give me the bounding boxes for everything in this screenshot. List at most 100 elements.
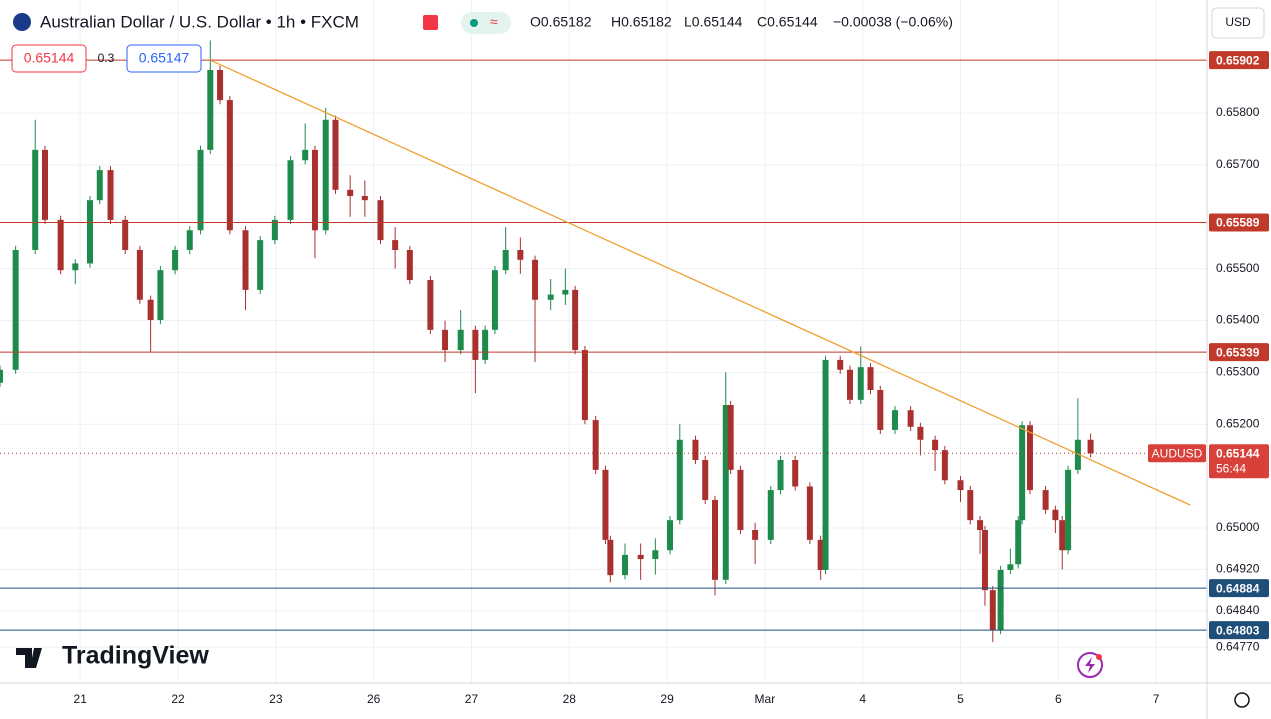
candle-body (562, 289, 569, 295)
y-tick-label: 0.65800 (1216, 105, 1260, 119)
candle-body (532, 259, 539, 300)
countdown: 56:44 (1216, 461, 1246, 475)
wave-icon: ≈ (490, 14, 498, 30)
x-tick-label: 27 (465, 692, 479, 706)
candle-body (57, 219, 64, 271)
candle-body (637, 554, 644, 560)
candle-body (217, 70, 224, 101)
candle-body (491, 270, 498, 330)
candle-body (652, 550, 659, 560)
x-tick-label: 4 (859, 692, 866, 706)
settings-button[interactable] (1234, 692, 1250, 708)
candle-body (1015, 520, 1022, 565)
candle-body (226, 100, 233, 231)
candle-body (817, 539, 824, 570)
candle-body (602, 469, 609, 540)
buy-box[interactable] (126, 44, 202, 73)
candle-body (1026, 425, 1033, 491)
level-label: 0.64803 (1216, 623, 1260, 637)
ohlc-open: O0.65182 (530, 14, 592, 30)
y-tick-label: 0.64770 (1216, 639, 1260, 653)
candle-body (581, 350, 588, 421)
x-tick-label: 22 (171, 692, 185, 706)
candle-body (547, 294, 554, 300)
candle-body (857, 367, 864, 400)
candle-body (157, 270, 164, 320)
candle-body (32, 149, 39, 250)
candle-body (1019, 425, 1026, 521)
x-tick-label: 5 (957, 692, 964, 706)
trendline (210, 59, 1191, 506)
sell-price: 0.65144 (24, 50, 75, 66)
candle-body (1007, 564, 1014, 570)
candle-body (1059, 520, 1066, 551)
candle-body (877, 389, 884, 430)
candle-body (676, 439, 683, 521)
x-tick-label: 26 (367, 692, 381, 706)
candle-body (311, 149, 318, 231)
currency: USD (1225, 15, 1251, 29)
ohlc-high: H0.65182 (611, 14, 672, 30)
ohlc-close: C0.65144 (757, 14, 818, 30)
logo-mark (16, 648, 42, 668)
candle-body (1042, 490, 1049, 510)
level-label: 0.65589 (1216, 216, 1260, 230)
level-badge (1209, 213, 1269, 232)
alert-dot (1096, 654, 1102, 660)
level-badge (1209, 621, 1269, 640)
symbol-badge (1148, 444, 1206, 463)
market-icon[interactable] (423, 15, 438, 30)
level-badge (1209, 343, 1269, 362)
candle-body (1065, 469, 1072, 551)
buy-price: 0.65147 (139, 50, 190, 66)
sell-box[interactable] (11, 44, 87, 73)
candle-body (727, 405, 734, 470)
candle-body (517, 249, 524, 260)
indicator-pill[interactable] (461, 12, 511, 34)
candle-body (472, 329, 479, 360)
candle-body (752, 530, 759, 540)
candle-body (932, 439, 939, 451)
candle-body (72, 263, 79, 271)
candle-body (1087, 439, 1094, 454)
candle-body (777, 460, 784, 491)
ohlc-low: L0.65144 (684, 14, 743, 30)
x-tick-label: 7 (1153, 692, 1160, 706)
candle-body (622, 554, 629, 576)
candle-body (257, 240, 264, 290)
price-badge (1209, 444, 1269, 479)
x-tick-label: 23 (269, 692, 283, 706)
candle-body (792, 460, 799, 487)
candle-body (981, 530, 988, 591)
x-tick-label: Mar (755, 692, 776, 706)
candle-body (482, 329, 489, 360)
level-badge (1209, 51, 1269, 70)
x-tick-label: 29 (660, 692, 674, 706)
candle-body (136, 249, 143, 300)
candle-body (846, 369, 853, 400)
candle-body (607, 539, 614, 576)
y-tick-label: 0.65500 (1216, 261, 1260, 275)
level-label: 0.65339 (1216, 345, 1260, 359)
candle-body (12, 249, 19, 370)
candle-body (96, 170, 103, 201)
candle-body (86, 200, 93, 264)
candle-body (0, 369, 3, 383)
candle-body (302, 149, 309, 161)
candle-body (41, 149, 48, 220)
candle-body (997, 569, 1004, 631)
currency-box[interactable] (1211, 7, 1265, 39)
candle-body (207, 70, 214, 150)
last-price-label: 0.65144 (1216, 446, 1260, 460)
candle-body (1052, 509, 1059, 521)
level-label: 0.64884 (1216, 581, 1260, 595)
candle-body (332, 119, 339, 190)
candle-body (712, 499, 719, 580)
x-tick-label: 21 (74, 692, 88, 706)
y-tick-label: 0.64840 (1216, 603, 1260, 617)
candle-body (377, 200, 384, 241)
candle-body (242, 230, 249, 290)
ohlc-change: −0.00038 (−0.06%) (833, 14, 953, 30)
y-tick-label: 0.64920 (1216, 562, 1260, 576)
